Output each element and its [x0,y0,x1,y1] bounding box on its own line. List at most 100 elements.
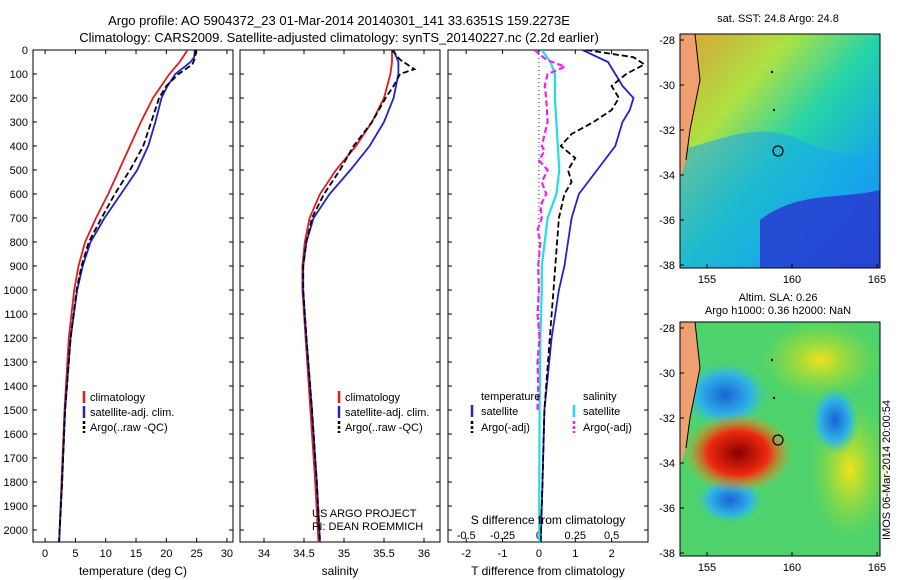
lon-tick-label: 165 [868,562,886,574]
t-difference-axis-label: T difference from climatology [471,564,625,578]
lat-tick-label: -28 [659,323,675,335]
depth-tick-label: 1000 [4,285,28,297]
title-line-2: Climatology: CARS2009. Satellite-adjuste… [79,30,599,45]
temperature-satellite-line [58,50,196,542]
temperature-argo-line [58,50,197,542]
lat-tick-label: -36 [659,215,675,227]
salinity-axis-label: salinity [322,564,359,578]
x-tick-label: 15 [130,548,142,560]
sst-lat-axis: -28 -30 -32 -34 -36 -38 [659,35,684,272]
lat-tick-label: -32 [659,125,675,137]
lon-tick-label: 165 [868,274,886,286]
depth-tick-label: 1100 [4,309,28,321]
lat-tick-label: -34 [659,170,675,182]
depth-tick-label: 300 [10,117,28,129]
depth-tick-label: 900 [10,261,28,273]
sst-argo-location-marker [772,145,784,157]
salinity-series [301,50,417,542]
x-tick-label: 36 [418,548,430,560]
lon-tick-label: 155 [698,274,716,286]
salinity-argo-line [302,50,417,542]
sst-lon-axis: 155 160 165 [698,264,886,286]
depth-tick-label: 700 [10,213,28,225]
temp-diff-argo-line [539,50,647,542]
x-tick-label: 2 [609,548,615,560]
depth-tick-label: 1900 [4,501,28,513]
depth-tick-label: 400 [10,141,28,153]
difference-plot-frame [447,49,649,543]
legend-label-argo: Argo(..raw -QC) [90,422,168,434]
legend-label-argo: Argo(..raw -QC) [345,422,423,434]
sla-lat-axis: -28 -30 -32 -34 -36 -38 [659,323,684,560]
sst-map [679,33,881,269]
depth-tick-label: 600 [10,189,28,201]
x-tick-label: -2 [461,548,471,560]
sla-argo-location-marker [772,434,784,446]
depth-tick-label: 2000 [4,525,28,537]
lon-tick-label: 160 [783,274,801,286]
temp-diff-satellite-line [539,50,635,542]
lat-tick-label: -28 [659,35,675,47]
depth-tick-label: 1800 [4,477,28,489]
x-tick-label: 34 [258,548,270,560]
lat-tick-label: -34 [659,458,675,470]
s-tick-label: -0.5 [457,530,476,542]
lat-tick-label: -38 [659,548,675,560]
sla-lon-axis: 155 160 165 [698,552,886,574]
sla-map-title-1: Altim. SLA: 0.26 [739,292,818,304]
sst-map-title: sat. SST: 24.8 Argo: 24.8 [717,13,839,25]
s-tick-label: -0.25 [490,530,515,542]
lon-tick-label: 160 [783,562,801,574]
temperature-plot-frame [32,49,234,543]
depth-tick-label: 500 [10,165,28,177]
depth-tick-label: 0 [22,45,28,57]
difference-legend: temperature salinity satellite Argo(-adj… [470,391,632,434]
lat-tick-label: -32 [659,413,675,425]
x-tick-label: -1 [498,548,508,560]
sla-map [679,320,890,557]
title-line-1: Argo profile: AO 5904372_23 01-Mar-2014 … [108,13,570,28]
imos-timestamp: IMOS 06-Mar-2014 20:00:54 [881,400,893,540]
depth-tick-label: 1200 [4,333,28,345]
salinity-legend: climatology satellite-adj. clim. Argo(..… [337,391,429,434]
x-tick-label: 10 [100,548,112,560]
legend-label-climatology: climatology [90,392,146,404]
salinity-x-axis: 34 34.5 35 35.5 36 [258,50,430,560]
x-tick-label: 35.5 [373,548,394,560]
s-tick-label: 0.5 [604,530,619,542]
legend-title-salinity: salinity [583,391,617,403]
legend-title-temperature: temperature [481,391,540,403]
salinity-plot-frame [239,49,441,543]
temperature-x-axis: 0 5 10 15 20 25 30 [42,50,233,560]
legend-label-sal-argo: Argo(-adj) [583,422,632,434]
lat-tick-label: -30 [659,368,675,380]
legend-label-satellite: satellite-adj. clim. [345,407,429,419]
sla-map-title-2: Argo h1000: 0.36 h2000: NaN [705,305,851,317]
lat-tick-label: -30 [659,80,675,92]
x-tick-label: 35 [338,548,350,560]
legend-label-temp-satellite: satellite [481,406,518,418]
x-tick-label: 0 [42,548,48,560]
credit-project: US ARGO PROJECT [312,508,417,520]
x-tick-label: 0 [536,548,542,560]
lat-tick-label: -36 [659,503,675,515]
x-tick-label: 30 [221,548,233,560]
sal-diff-satellite-line [538,50,561,542]
salinity-climatology-line [301,50,393,542]
depth-tick-label: 1600 [4,429,28,441]
depth-axis: 0 100 200 300 400 500 600 700 800 900 1000 1100 1200… [4,45,648,537]
x-tick-label: 25 [191,548,203,560]
legend-label-temp-argo: Argo(-adj) [481,422,530,434]
temperature-axis-label: temperature (deg C) [79,564,187,578]
s-difference-axis-label: S difference from climatology [471,513,626,527]
x-tick-label: 5 [72,548,78,560]
depth-tick-label: 1400 [4,381,28,393]
temperature-climatology-line [58,50,189,542]
sal-diff-argo-line [533,50,569,411]
x-tick-label: 20 [160,548,172,560]
depth-tick-label: 1700 [4,453,28,465]
legend-label-climatology: climatology [345,392,401,404]
depth-tick-label: 1300 [4,357,28,369]
lon-tick-label: 155 [698,562,716,574]
temperature-series [58,50,197,542]
